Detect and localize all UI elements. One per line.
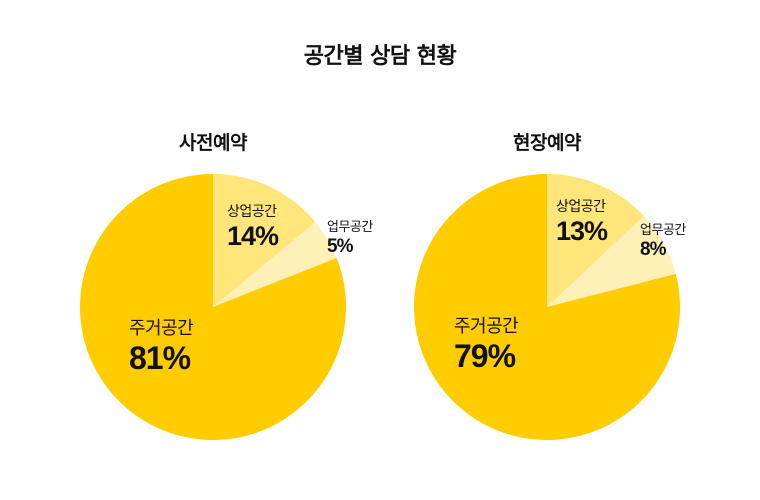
- pie-slice-상업공간: [213, 174, 316, 307]
- label-residential-advance: 주거공간 81%: [129, 318, 194, 376]
- label-office-advance: 업무공간 5%: [327, 220, 373, 257]
- pie-slice-업무공간: [213, 222, 337, 307]
- label-commercial-onsite: 상업공간 13%: [556, 199, 608, 246]
- chart-title: 공간별 상담 현황: [303, 44, 457, 69]
- pie-slice-주거공간: [414, 174, 680, 440]
- pie-slice-업무공간: [547, 215, 676, 307]
- pie-onsite-reservation: [414, 174, 680, 440]
- pie-title-onsite-reservation: 현장예약: [513, 132, 581, 154]
- label-office-onsite: 업무공간 8%: [640, 223, 686, 260]
- label-residential-onsite: 주거공간 79%: [454, 316, 519, 374]
- pie-advance-reservation: [79, 174, 347, 441]
- pie-slice-주거공간: [79, 174, 347, 441]
- pie-title-advance-reservation: 사전예약: [179, 132, 247, 154]
- pie-slice-상업공간: [547, 174, 644, 307]
- label-commercial-advance: 상업공간 14%: [227, 204, 279, 251]
